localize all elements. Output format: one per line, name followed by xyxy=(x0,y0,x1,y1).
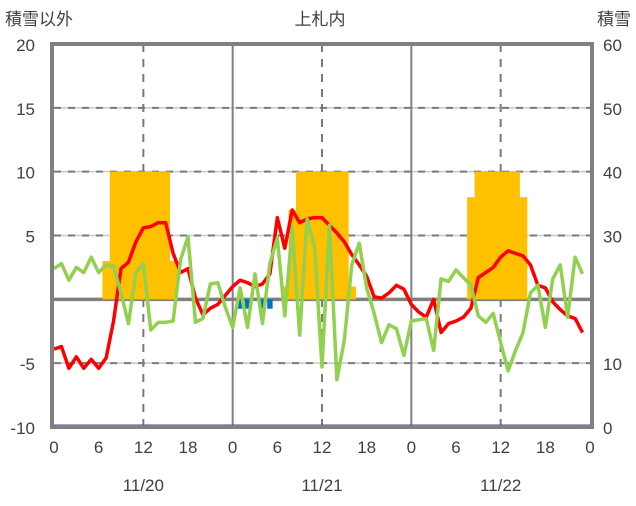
date-label: 11/21 xyxy=(301,476,342,495)
bars xyxy=(102,171,528,309)
bar-orange xyxy=(519,197,528,300)
x-tick-label: 0 xyxy=(49,438,58,457)
y-tick-left: -10 xyxy=(10,419,35,438)
bar-orange xyxy=(139,171,148,300)
bar-orange xyxy=(109,171,118,300)
bar-orange xyxy=(504,171,513,300)
y-tick-right: 30 xyxy=(603,228,622,247)
y-tick-left: -5 xyxy=(20,355,35,374)
chart-title: 上札内 xyxy=(295,10,346,29)
x-tick-label: 18 xyxy=(179,438,198,457)
x-tick-label: 18 xyxy=(536,438,555,457)
y-tick-left: 10 xyxy=(16,164,35,183)
right-axis-title: 積雪 xyxy=(597,10,631,29)
bar-orange xyxy=(348,286,357,300)
bar-orange xyxy=(124,171,133,300)
y-tick-right: 50 xyxy=(603,100,622,119)
x-tick-label: 6 xyxy=(451,438,460,457)
bar-orange xyxy=(102,261,111,300)
bar-orange xyxy=(340,171,349,300)
bar-orange xyxy=(117,171,126,300)
x-tick-label: 6 xyxy=(273,438,282,457)
bar-blue xyxy=(267,299,273,309)
bar-orange xyxy=(295,171,304,300)
bar-orange xyxy=(132,171,141,300)
x-tick-label: 12 xyxy=(313,438,332,457)
left-axis-title: 積雪以外 xyxy=(5,10,73,29)
bar-orange xyxy=(496,171,505,300)
y-tick-left: 5 xyxy=(26,228,35,247)
y-tick-right: 10 xyxy=(603,355,622,374)
x-tick-label: 12 xyxy=(134,438,153,457)
x-tick-label: 6 xyxy=(94,438,103,457)
date-label: 11/22 xyxy=(480,476,521,495)
x-tick-label: 0 xyxy=(407,438,416,457)
bar-orange xyxy=(154,171,163,300)
y-tick-left: 20 xyxy=(16,36,35,55)
series-green-line xyxy=(53,217,585,382)
plot-border xyxy=(50,42,594,429)
bar-blue xyxy=(259,299,266,309)
bar-orange xyxy=(467,197,476,300)
plot-frame xyxy=(50,42,594,429)
series-red-line xyxy=(53,208,585,371)
bar-orange xyxy=(474,171,483,300)
x-tick-label: 0 xyxy=(585,438,594,457)
bar-orange xyxy=(310,171,319,300)
bar-blue xyxy=(244,299,251,309)
bar-orange xyxy=(161,171,170,300)
bar-orange xyxy=(147,171,156,300)
bar-blue xyxy=(237,299,243,309)
y-tick-right: 60 xyxy=(603,36,622,55)
x-tick-label: 18 xyxy=(357,438,376,457)
date-label: 11/20 xyxy=(123,476,164,495)
x-tick-label: 12 xyxy=(491,438,510,457)
x-tick-label: 0 xyxy=(228,438,237,457)
bar-orange xyxy=(489,171,498,300)
y-tick-left: 15 xyxy=(16,100,35,119)
y-tick-right: 0 xyxy=(603,419,612,438)
bar-orange xyxy=(511,171,520,300)
bar-orange xyxy=(318,171,327,300)
bar-orange xyxy=(482,171,491,300)
y-tick-right: 40 xyxy=(603,164,622,183)
bar-orange xyxy=(169,261,178,300)
